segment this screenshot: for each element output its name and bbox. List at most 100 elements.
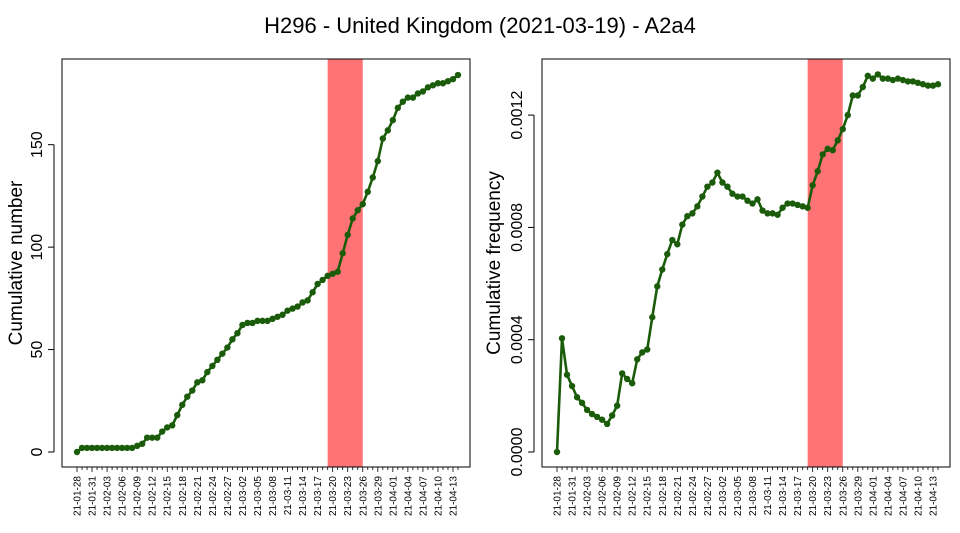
data-point [159, 428, 166, 435]
data-point [919, 81, 927, 88]
x-tick-label: 21-02-03 [583, 476, 594, 516]
x-tick-label: 21-02-27 [223, 476, 234, 516]
y-tick-label: 100 [29, 234, 46, 261]
data-point [844, 111, 851, 119]
data-point [779, 204, 786, 211]
data-point [194, 379, 201, 386]
data-point [674, 241, 681, 248]
data-point [634, 356, 641, 363]
data-point [374, 157, 381, 165]
y-tick-label: 0 [29, 447, 46, 456]
x-tick-label: 21-01-31 [568, 476, 579, 516]
data-point [123, 444, 131, 452]
data-point [704, 183, 711, 190]
data-point [789, 200, 796, 207]
data-point [154, 434, 161, 441]
data-point [909, 78, 917, 85]
data-point [814, 168, 821, 175]
data-point [334, 268, 341, 275]
x-tick-label: 21-03-29 [373, 476, 384, 516]
data-point [583, 406, 591, 414]
x-tick-label: 21-04-01 [388, 476, 399, 516]
highlight-band [327, 59, 363, 467]
x-tick-label: 21-04-10 [433, 476, 444, 516]
y-tick-label: 0.0000 [509, 427, 526, 476]
x-tick-label: 21-03-14 [778, 476, 789, 516]
data-point [424, 84, 432, 91]
data-point [879, 75, 887, 82]
x-tick-label: 21-03-08 [748, 476, 759, 516]
data-point [759, 207, 766, 214]
data-point [234, 329, 241, 337]
x-tick-label: 21-03-23 [823, 476, 834, 516]
data-point [394, 104, 402, 112]
x-tick-label: 21-02-09 [613, 476, 624, 516]
data-point [864, 72, 872, 80]
x-tick-label: 21-02-09 [133, 476, 144, 516]
data-point [449, 75, 457, 83]
data-point [874, 71, 882, 78]
data-point [289, 305, 296, 312]
data-point [148, 434, 156, 441]
data-point [78, 444, 86, 452]
data-point [854, 92, 861, 99]
highlight-band [807, 59, 843, 467]
data-point [189, 387, 196, 394]
series-line [555, 73, 939, 453]
data-point [563, 371, 571, 378]
data-point [769, 210, 776, 217]
data-point [199, 377, 206, 384]
data-point [349, 215, 356, 222]
data-point [254, 317, 261, 325]
x-tick-label: 21-03-26 [838, 476, 849, 516]
data-point [138, 440, 146, 448]
data-point [684, 212, 691, 220]
data-point [784, 200, 791, 207]
data-point [628, 380, 636, 387]
data-point [689, 210, 696, 217]
x-tick-label: 21-04-13 [448, 476, 459, 516]
data-point [184, 393, 191, 400]
y-tick-label: 0.0012 [509, 91, 526, 140]
data-point [73, 448, 81, 456]
data-point [98, 444, 106, 452]
data-point [744, 197, 751, 204]
data-point [219, 350, 226, 357]
data-point [608, 412, 616, 419]
x-tick-label: 21-02-15 [163, 476, 174, 516]
x-tick-label: 21-02-24 [208, 476, 219, 516]
data-point [454, 71, 462, 79]
data-point [389, 116, 397, 124]
data-point [899, 76, 907, 84]
x-tick-label: 21-02-03 [103, 476, 114, 516]
series-line [76, 74, 459, 454]
data-point [444, 77, 452, 85]
x-tick-label: 21-03-20 [808, 476, 819, 516]
data-point [364, 188, 371, 196]
x-tick-label: 21-03-02 [238, 476, 249, 516]
data-point [829, 147, 836, 154]
y-tick-label: 50 [29, 341, 46, 359]
data-point [164, 424, 171, 431]
data-point [299, 299, 306, 306]
data-point [849, 92, 856, 99]
x-tick-label: 21-03-11 [283, 476, 294, 516]
data-point [764, 210, 771, 217]
data-point [794, 201, 801, 209]
data-point [309, 289, 316, 296]
data-point [714, 169, 721, 176]
data-point [279, 311, 286, 318]
data-point [724, 183, 731, 190]
data-point [664, 250, 671, 258]
x-tick-label: 21-03-05 [733, 476, 744, 516]
data-point [294, 303, 301, 310]
data-point [329, 270, 336, 277]
data-point [593, 413, 601, 421]
data-point [914, 79, 922, 87]
x-tick-label: 21-03-20 [328, 476, 339, 516]
x-tick-label: 21-04-07 [418, 476, 429, 516]
data-point [839, 125, 846, 133]
data-point [344, 231, 351, 239]
data-point [419, 88, 427, 95]
data-point [429, 82, 437, 89]
